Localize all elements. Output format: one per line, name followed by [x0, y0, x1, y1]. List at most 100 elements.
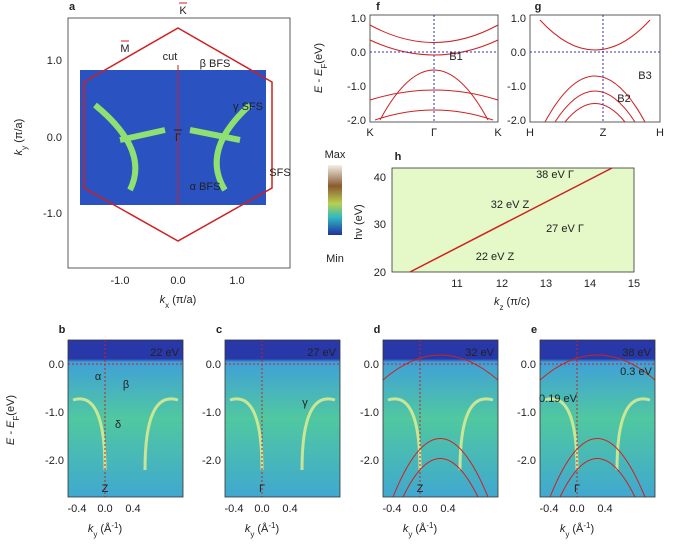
colorbar	[328, 165, 342, 235]
label: cut	[163, 51, 178, 63]
label: 20	[374, 267, 386, 279]
label: 30	[374, 219, 386, 231]
axis-label-part: )	[276, 523, 280, 535]
label: 38 eV Γ	[536, 169, 574, 181]
label: α	[95, 371, 102, 383]
axis-label-part: k	[13, 149, 25, 155]
axis-label-part: E - E	[313, 68, 325, 93]
label: -1.0	[202, 407, 221, 419]
axis-label: ky (π/a)	[13, 119, 29, 156]
label: -1.0	[111, 275, 130, 287]
label: Γ	[175, 132, 181, 144]
axis-label-part: k	[494, 296, 500, 308]
label: β	[123, 379, 129, 391]
label: 11	[451, 278, 462, 290]
arpes-image	[225, 340, 340, 497]
axis-label-part: k	[88, 523, 94, 535]
frame	[67, 17, 291, 269]
label: 0.0	[254, 503, 269, 515]
label: 22 eV	[150, 347, 179, 359]
axis-label-part: (Å	[97, 522, 112, 535]
label: -1.0	[45, 407, 64, 419]
label: Z	[417, 483, 424, 495]
label: 12	[496, 278, 508, 290]
label: -2.0	[517, 455, 536, 467]
axis-label-part: (π/a)	[13, 119, 25, 146]
label: 0.0	[170, 275, 185, 287]
label: 0.0	[412, 503, 427, 515]
label: -2.0	[347, 115, 366, 127]
label: K	[366, 127, 374, 139]
axis-label-part: (Å	[254, 522, 269, 535]
band-feature	[72, 397, 179, 471]
label: Γ	[574, 483, 580, 495]
axis-label-part: y	[565, 530, 569, 539]
label: 0.0	[206, 359, 221, 371]
label: 0.0	[49, 359, 64, 371]
label: γ SFS	[233, 101, 263, 113]
arpes-image	[68, 340, 183, 497]
bands	[539, 19, 651, 123]
label: 0.0	[521, 359, 536, 371]
label: f	[376, 1, 380, 13]
axis-label-part: (eV)	[313, 43, 325, 64]
band-feature	[544, 397, 651, 471]
label: hν (eV)	[353, 204, 365, 239]
label: Γ	[259, 483, 265, 495]
axis-label-part: )	[434, 523, 438, 535]
label: 15	[628, 278, 640, 290]
label: K	[494, 127, 502, 139]
axis-label-part: -1	[426, 521, 434, 530]
axis-label-part: (π/c)	[503, 296, 530, 308]
label: δ	[115, 419, 121, 431]
label: 0.3 eV	[620, 366, 652, 378]
brillouin-zone	[83, 27, 273, 242]
axis-label: E - EF(eV)	[5, 395, 21, 445]
label: e	[531, 324, 537, 336]
label: 27 eV	[307, 347, 336, 359]
label: 14	[584, 278, 596, 290]
label: β BFS	[200, 58, 231, 70]
label: -2.0	[202, 455, 221, 467]
frame	[67, 339, 184, 498]
label: -0.4	[68, 503, 87, 515]
axis-label-part: E - E	[5, 420, 17, 445]
axis-label: ky (Å-1)	[560, 521, 594, 539]
axis-label-part: -1	[111, 521, 119, 530]
axis-label-part: (eV)	[5, 395, 17, 416]
axis-label-part: F	[12, 416, 21, 421]
axis-label-part: -1	[268, 521, 276, 530]
axis-label-part: y	[20, 146, 29, 150]
label: -2.0	[360, 455, 379, 467]
axis-label-part: )	[591, 523, 595, 535]
label: 0.0	[364, 359, 379, 371]
axis-label-part: k	[560, 523, 566, 535]
label: Z	[102, 483, 109, 495]
label: -0.4	[225, 503, 244, 515]
axis-label-part: F	[320, 64, 329, 69]
axis-label-part: k	[160, 294, 166, 306]
label: 0.0	[47, 132, 62, 144]
label: 22 eV Z	[476, 251, 515, 263]
label: 0.0	[569, 503, 584, 515]
label: 27 eV Γ	[546, 223, 584, 235]
axis-label: E - EF(eV)	[313, 43, 329, 93]
label: B3	[638, 70, 651, 82]
label: B2	[617, 93, 630, 105]
axis-label-part: z	[499, 303, 503, 312]
axis-label: ky (Å-1)	[88, 521, 122, 539]
label: g	[535, 1, 542, 13]
axis-label-part: y	[250, 530, 254, 539]
label: 32 eV	[465, 347, 494, 359]
label: M	[120, 43, 129, 55]
axis-label-part: -1	[583, 521, 591, 530]
labels: a-1.0 0.0 1.01.00.0-1.0kx (π/a)ky (π/a)KMΓ…	[5, 1, 664, 539]
label: c	[216, 324, 222, 336]
calc-bands	[382, 354, 499, 498]
label: 1.0	[47, 55, 62, 67]
label: -0.4	[383, 503, 402, 515]
label: 0.4	[282, 503, 297, 515]
axis-label-part: y	[93, 530, 97, 539]
label: 1.0	[229, 275, 244, 287]
